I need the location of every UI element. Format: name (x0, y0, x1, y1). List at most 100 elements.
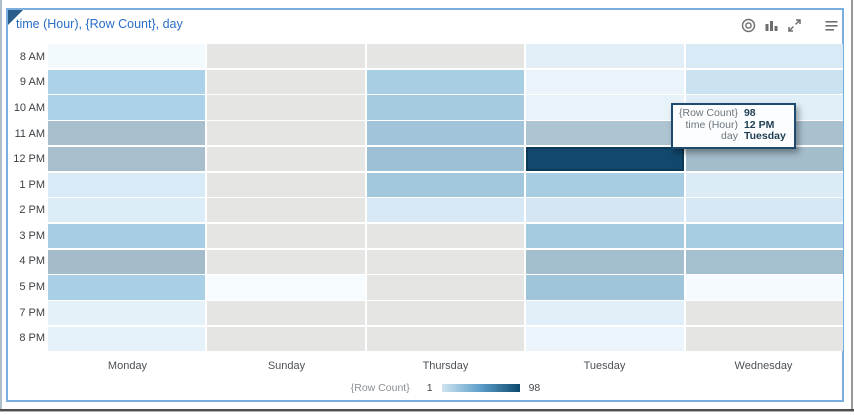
heatmap-cell[interactable] (207, 249, 365, 274)
heatmap-cell[interactable] (685, 223, 843, 249)
selection-corner-triangle (8, 10, 23, 25)
heatmap-cell[interactable] (685, 249, 843, 274)
heatmap-cell[interactable] (526, 121, 684, 146)
y-axis-label: 11 AM (14, 127, 45, 140)
heatmap-cell[interactable] (366, 223, 525, 249)
window-bottom-shadow (0, 411, 854, 412)
y-axis-label: 10 AM (13, 101, 45, 114)
heatmap-cell[interactable] (207, 275, 365, 300)
heatmap-cell[interactable] (366, 121, 525, 146)
heatmap-cell[interactable] (526, 95, 684, 120)
heatmap-cell[interactable] (48, 326, 206, 351)
x-axis-label: Thursday (422, 360, 469, 372)
heatmap-cell[interactable] (685, 301, 843, 326)
heatmap-cell[interactable] (48, 146, 206, 172)
y-axis-label: 4 PM (19, 255, 45, 268)
heatmap-cell[interactable] (366, 69, 525, 94)
heatmap-cell[interactable] (207, 121, 365, 146)
heatmap-cell[interactable] (48, 44, 206, 69)
color-legend: {Row Count} 1 98 (48, 381, 843, 395)
heatmap-cell[interactable] (526, 275, 684, 300)
heatmap-cell[interactable] (48, 249, 206, 274)
y-axis-label: 12 PM (13, 153, 45, 166)
heatmap-cell[interactable] (366, 146, 525, 172)
heatmap-cell[interactable] (526, 146, 684, 172)
heatmap-cell[interactable] (207, 326, 365, 351)
heatmap-cell[interactable] (48, 95, 206, 120)
heatmap-cell[interactable] (366, 44, 525, 69)
expand-icon[interactable] (786, 17, 802, 33)
heatmap-cell[interactable] (207, 44, 365, 69)
heatmap-cell[interactable] (366, 326, 525, 351)
heatmap-cell[interactable] (48, 301, 206, 326)
heatmap-cell[interactable] (366, 198, 525, 223)
heatmap-cell[interactable] (48, 121, 206, 146)
legend-max-value: 98 (528, 382, 541, 394)
menu-icon[interactable] (823, 17, 839, 33)
heatmap-cell[interactable] (366, 249, 525, 274)
y-axis-labels: 8 AM 9 AM 10 AM 11 AM 12 PM 1 PM 2 PM 3 PM 4 PM 5… (8, 44, 45, 351)
heatmap-cell[interactable] (366, 301, 525, 326)
legend-min-value: 1 (426, 382, 433, 394)
viz-toolbar (740, 17, 839, 33)
tooltip-label: {Row Count} (679, 107, 738, 119)
heatmap-cell[interactable] (207, 172, 365, 197)
legend-measure-label: {Row Count} (350, 382, 410, 394)
heatmap-cell[interactable] (48, 223, 206, 249)
heatmap-cell[interactable] (48, 198, 206, 223)
heatmap-cell[interactable] (685, 198, 843, 223)
y-axis-label: 7 PM (19, 306, 45, 319)
heatmap-cell[interactable] (207, 95, 365, 120)
heatmap-cell[interactable] (526, 326, 684, 351)
heatmap-cell[interactable] (685, 326, 843, 351)
heatmap-cell[interactable] (366, 95, 525, 120)
heatmap-cell[interactable] (526, 172, 684, 197)
heatmap-cell[interactable] (48, 275, 206, 300)
heatmap-cell[interactable] (48, 172, 206, 197)
heatmap-cell[interactable] (685, 44, 843, 69)
heatmap-cell[interactable] (526, 198, 684, 223)
heatmap-cell[interactable] (526, 249, 684, 274)
viz-panel[interactable]: time (Hour), {Row Count}, day (6, 8, 844, 402)
bar-chart-icon[interactable] (763, 17, 779, 33)
y-axis-label: 3 PM (19, 229, 45, 242)
heatmap-cell[interactable] (685, 69, 843, 94)
heatmap-cell[interactable] (48, 69, 206, 94)
heatmap-cell[interactable] (366, 172, 525, 197)
heatmap-cell[interactable] (685, 172, 843, 197)
tooltip-label: day (721, 130, 738, 142)
tooltip: {Row Count} 98 time (Hour) 12 PM day Tuesday (671, 103, 796, 149)
window-right-edge (851, 0, 853, 409)
tooltip-value: 98 (743, 107, 756, 119)
heatmap-grid (48, 44, 843, 351)
y-axis-label: 9 AM (19, 76, 45, 89)
x-axis-label: Wednesday (734, 360, 793, 372)
heatmap-cell[interactable] (526, 44, 684, 69)
heatmap-cell[interactable] (526, 69, 684, 94)
y-axis-label: 2 PM (19, 204, 45, 217)
heatmap-cell[interactable] (366, 275, 525, 300)
heatmap-cell[interactable] (526, 223, 684, 249)
heatmap-cell[interactable] (207, 301, 365, 326)
legend-gradient-bar (441, 384, 520, 392)
heatmap-cell[interactable] (207, 146, 365, 172)
tooltip-label: time (Hour) (685, 118, 738, 131)
y-axis-label: 8 PM (19, 332, 45, 345)
viz-title: time (Hour), {Row Count}, day (16, 17, 183, 31)
x-axis-label: Tuesday (583, 360, 626, 372)
x-axis-label: Monday (107, 360, 148, 372)
y-axis-label: 8 AM (19, 50, 45, 63)
x-axis-label: Sunday (267, 360, 306, 372)
target-icon[interactable] (740, 17, 756, 33)
heatmap-cell[interactable] (526, 301, 684, 326)
window-bottom-edge (0, 409, 854, 411)
y-axis-label: 5 PM (19, 280, 45, 293)
window-left-edge (0, 0, 2, 409)
heatmap-cell[interactable] (685, 146, 843, 172)
heatmap-cell[interactable] (207, 198, 365, 223)
heatmap-cell[interactable] (207, 223, 365, 249)
tooltip-value: Tuesday (743, 130, 786, 142)
heatmap-cell[interactable] (207, 69, 365, 94)
heatmap-cell[interactable] (685, 275, 843, 300)
